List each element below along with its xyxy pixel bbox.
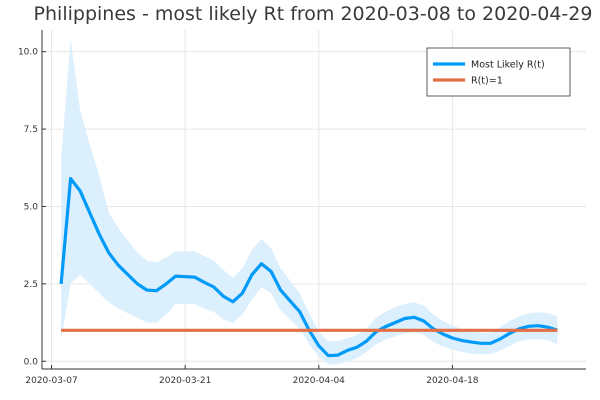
x-tick-label: 2020-04-18 xyxy=(426,376,479,386)
legend-label: Most Likely R(t) xyxy=(471,60,545,71)
y-tick-label: 0.0 xyxy=(24,357,39,367)
legend-label: R(t)=1 xyxy=(471,76,503,87)
confidence-band xyxy=(61,39,558,365)
x-tick-label: 2020-03-21 xyxy=(159,376,211,386)
legend-box xyxy=(426,47,571,97)
axes xyxy=(41,30,586,370)
tick-labels: 0.0 2.5 5.0 7.5 10.0 2020-03-07 2020-03-21 2020… xyxy=(18,48,479,386)
y-tick-label: 5.0 xyxy=(24,202,39,212)
series-lines xyxy=(59,177,558,358)
y-tick-label: 7.5 xyxy=(24,125,38,135)
x-tick-label: 2020-04-04 xyxy=(293,376,346,386)
chart-title: Philippines - most likely Rt from 2020-0… xyxy=(34,3,593,25)
legend: Most Likely R(t) R(t)=1 xyxy=(426,47,571,97)
rt-confidence-band xyxy=(61,39,558,365)
x-tick-label: 2020-03-07 xyxy=(25,376,77,386)
y-tick-label: 10.0 xyxy=(18,48,38,58)
y-tick-label: 2.5 xyxy=(24,280,38,290)
